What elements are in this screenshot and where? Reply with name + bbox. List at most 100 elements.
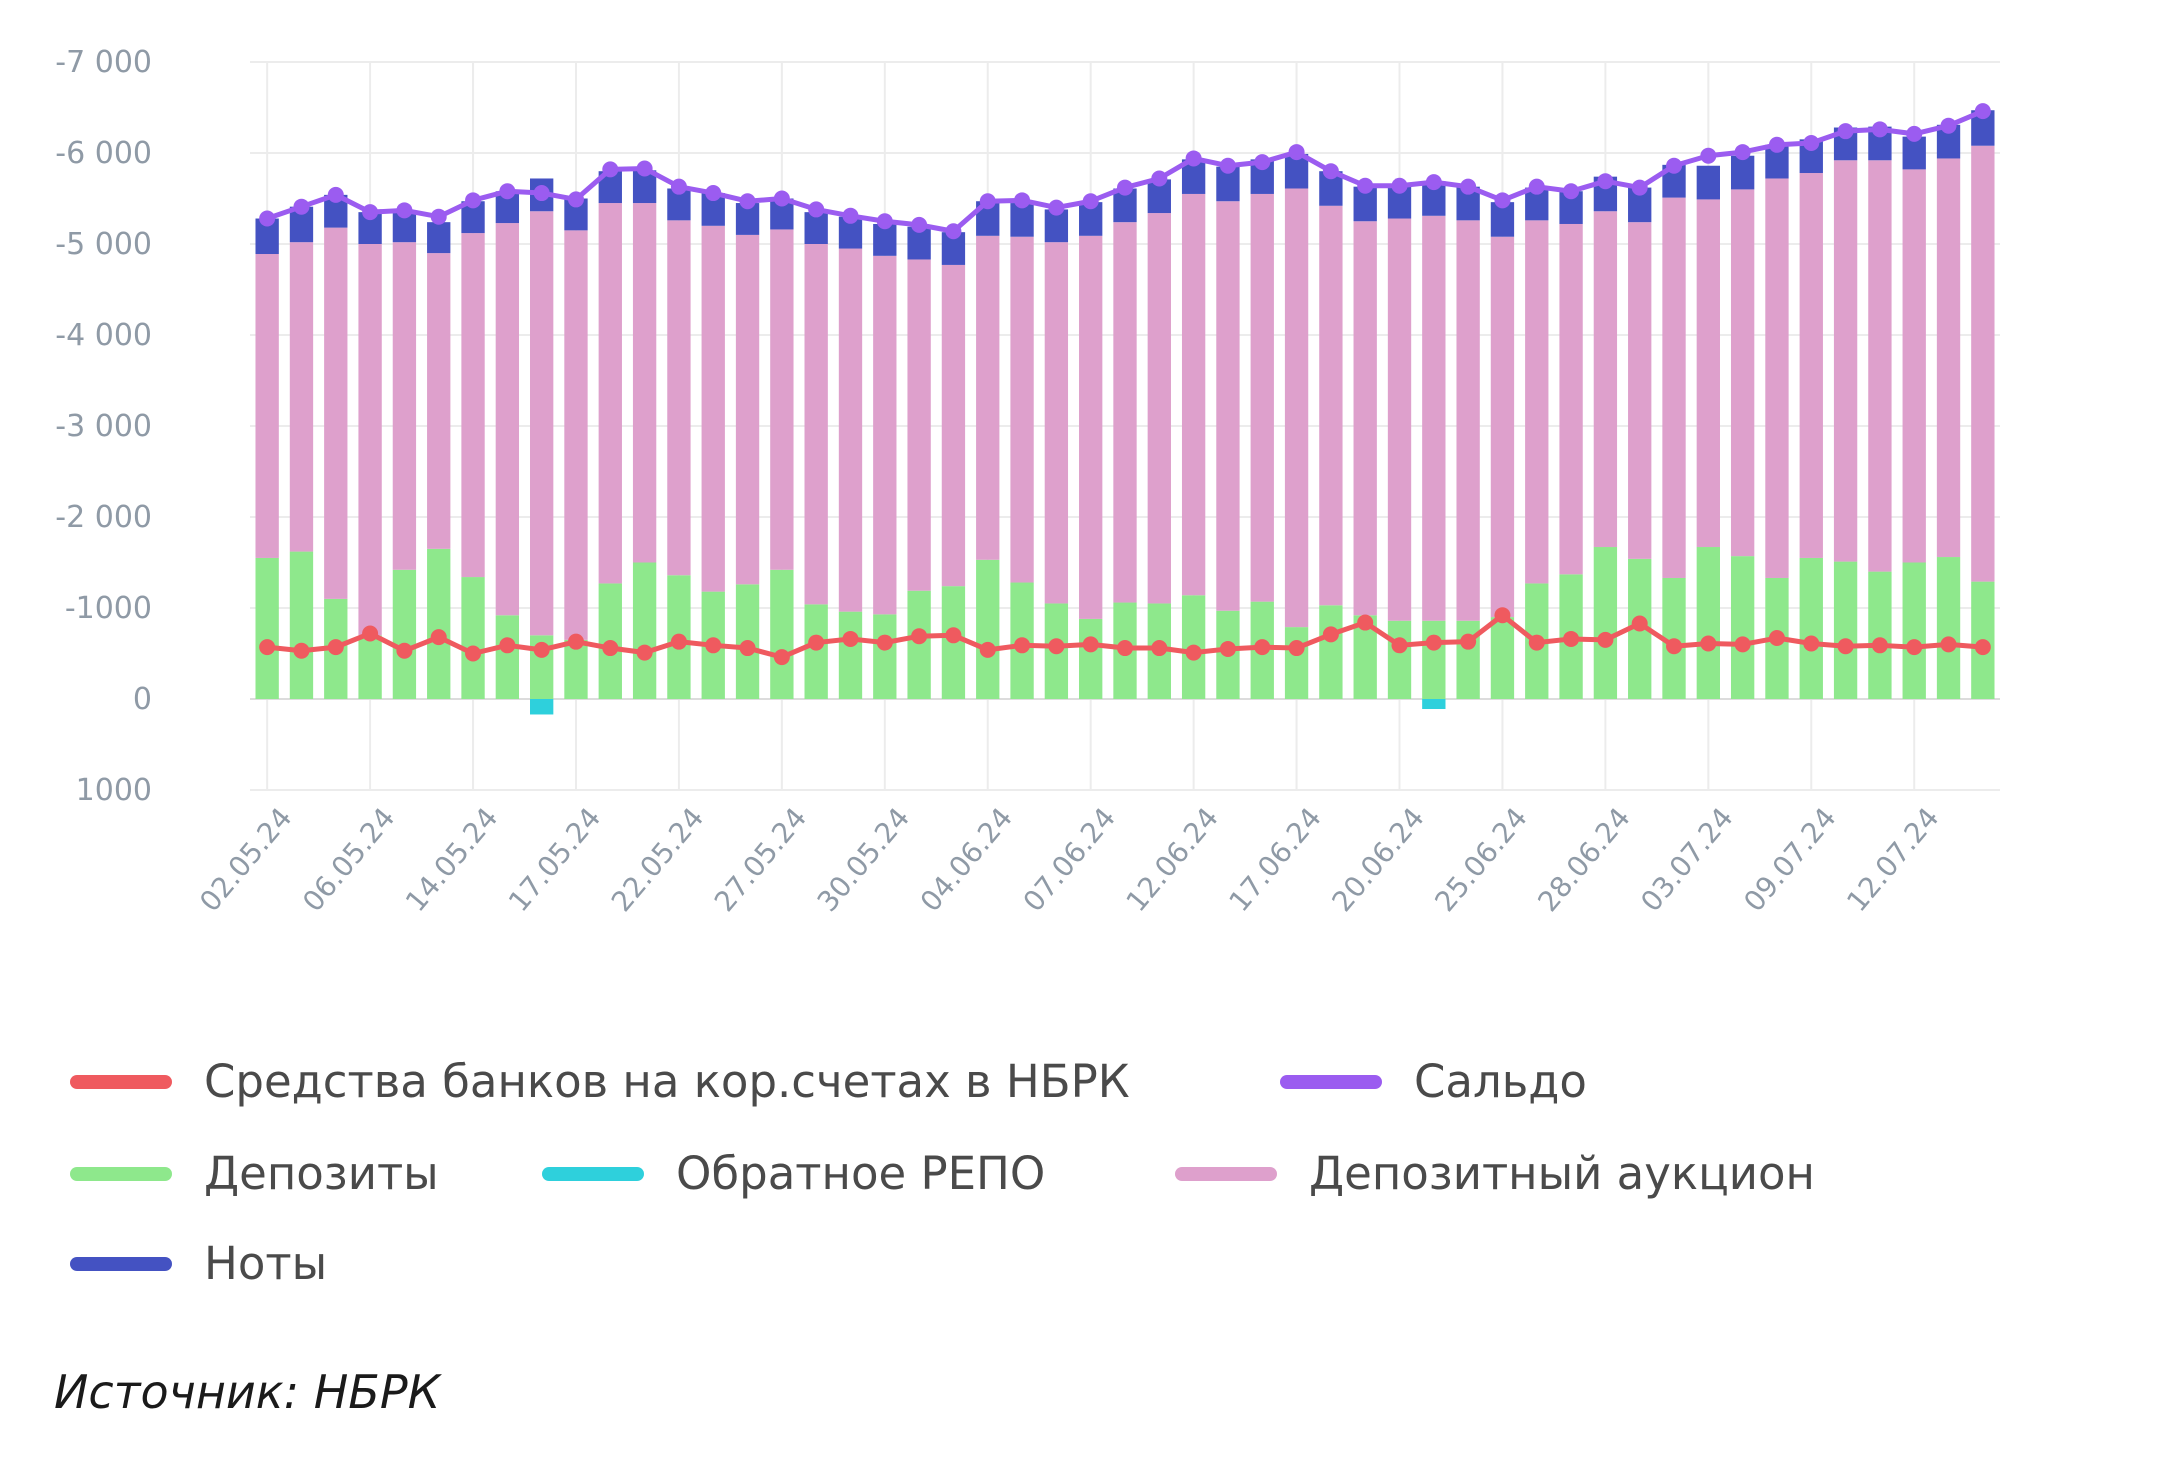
point-bank-funds <box>1048 638 1065 655</box>
point-saldo <box>1185 150 1202 167</box>
point-bank-funds <box>1974 639 1991 656</box>
bar-deposits <box>770 569 794 699</box>
bar-notes <box>1765 144 1789 179</box>
point-bank-funds <box>1082 636 1099 653</box>
bar-deposit-auction <box>1456 220 1480 621</box>
point-bank-funds <box>1014 637 1031 654</box>
bar-deposit-auction <box>1971 145 1995 582</box>
bar-deposit-auction <box>1525 220 1549 584</box>
bar-deposit-auction <box>1662 197 1686 578</box>
x-tick: 17.06.24 <box>1223 801 1328 918</box>
point-saldo <box>1768 136 1785 153</box>
bar-notes <box>1525 187 1549 221</box>
bar-deposit-auction <box>1181 193 1206 596</box>
bar-notes <box>1868 126 1892 161</box>
point-saldo <box>842 207 859 224</box>
bar-notes <box>1456 186 1480 221</box>
bar-deposits <box>1490 617 1515 699</box>
bar-notes <box>1113 188 1137 223</box>
bar-deposit-auction <box>1593 211 1618 548</box>
bar-notes <box>324 194 348 228</box>
point-bank-funds <box>1940 636 1957 653</box>
point-saldo <box>293 198 310 215</box>
point-saldo <box>259 210 276 227</box>
legend-item-notes[interactable]: Ноты <box>70 1237 327 1290</box>
point-saldo <box>1357 177 1374 194</box>
bar-deposit-auction <box>1216 201 1240 611</box>
x-tick-label: 28.06.24 <box>1531 801 1636 918</box>
point-bank-funds <box>1151 640 1168 657</box>
x-tick: 30.05.24 <box>811 801 916 918</box>
point-saldo <box>1082 193 1099 210</box>
point-saldo <box>773 190 790 207</box>
bar-notes <box>907 226 931 260</box>
x-tick-label: 07.06.24 <box>1017 801 1122 918</box>
bar-deposit-auction <box>1559 223 1583 575</box>
bar-deposit-auction <box>1422 215 1446 621</box>
source-note: Источник: НБРК <box>54 1365 441 1419</box>
y-tick-label: -5 000 <box>55 227 152 262</box>
legend-item-deposits[interactable]: Депозиты <box>70 1147 439 1200</box>
legend-item-bank-funds[interactable]: Средства банков на кор.счетах в НБРК <box>70 1055 1130 1108</box>
point-bank-funds <box>1768 630 1785 647</box>
bar-deposits <box>1079 618 1103 699</box>
point-bank-funds <box>1494 607 1511 624</box>
x-tick: 27.05.24 <box>708 801 813 918</box>
point-bank-funds <box>430 629 447 646</box>
point-saldo <box>1734 144 1751 161</box>
bar-deposit-auction <box>1696 199 1720 548</box>
legend-label-reverse-repo: Обратное РЕПО <box>676 1147 1046 1200</box>
bar-deposit-auction <box>907 259 931 591</box>
bar-notes <box>1422 181 1446 216</box>
point-bank-funds <box>1288 640 1305 657</box>
bar-notes <box>1902 136 1926 170</box>
x-tick: 20.06.24 <box>1325 801 1430 918</box>
point-saldo <box>979 193 996 210</box>
point-saldo <box>1837 123 1854 140</box>
point-saldo <box>1460 178 1477 195</box>
x-tick: 17.05.24 <box>502 801 607 918</box>
bar-notes <box>873 223 897 256</box>
point-bank-funds <box>636 644 653 661</box>
bar-notes <box>392 210 417 243</box>
bar-notes <box>461 201 485 234</box>
legend-item-deposit-auction[interactable]: Депозитный аукцион <box>1175 1147 1815 1200</box>
bar-deposit-auction <box>1799 173 1823 558</box>
bar-notes <box>1079 202 1103 236</box>
point-bank-funds <box>1391 637 1408 654</box>
bar-deposit-auction <box>1868 160 1892 572</box>
y-tick-label: -3 000 <box>55 409 152 444</box>
point-saldo <box>808 201 825 218</box>
point-saldo <box>1666 157 1683 174</box>
x-tick: 12.07.24 <box>1840 801 1945 918</box>
bar-notes <box>255 218 279 255</box>
bar-deposit-auction <box>667 220 691 576</box>
x-tick: 25.06.24 <box>1428 801 1533 918</box>
x-tick-label: 02.05.24 <box>193 801 298 918</box>
point-bank-funds <box>1871 637 1888 654</box>
point-saldo <box>1871 121 1888 138</box>
legend-item-saldo[interactable]: Сальдо <box>1280 1055 1587 1108</box>
point-bank-funds <box>327 639 344 656</box>
bar-deposit-auction <box>632 203 657 563</box>
point-bank-funds <box>1117 640 1133 657</box>
legend-swatch-deposit-auction <box>1175 1166 1277 1181</box>
bar-deposit-auction <box>1353 221 1377 616</box>
point-saldo <box>499 183 516 200</box>
point-bank-funds <box>842 630 859 647</box>
bar-notes <box>1250 159 1274 194</box>
bar-notes <box>1319 171 1343 206</box>
bar-deposit-auction <box>358 244 382 636</box>
bar-deposit-auction <box>1113 222 1137 603</box>
lines <box>259 103 1991 666</box>
point-saldo <box>465 192 482 209</box>
point-bank-funds <box>1254 639 1271 656</box>
point-bank-funds <box>259 639 276 656</box>
x-tick: 12.06.24 <box>1120 801 1225 918</box>
point-saldo <box>1940 117 1957 134</box>
point-saldo <box>362 204 379 221</box>
point-bank-funds <box>1597 631 1614 648</box>
point-saldo <box>1563 183 1580 200</box>
point-bank-funds <box>705 637 722 654</box>
legend-item-reverse-repo[interactable]: Обратное РЕПО <box>542 1147 1045 1200</box>
